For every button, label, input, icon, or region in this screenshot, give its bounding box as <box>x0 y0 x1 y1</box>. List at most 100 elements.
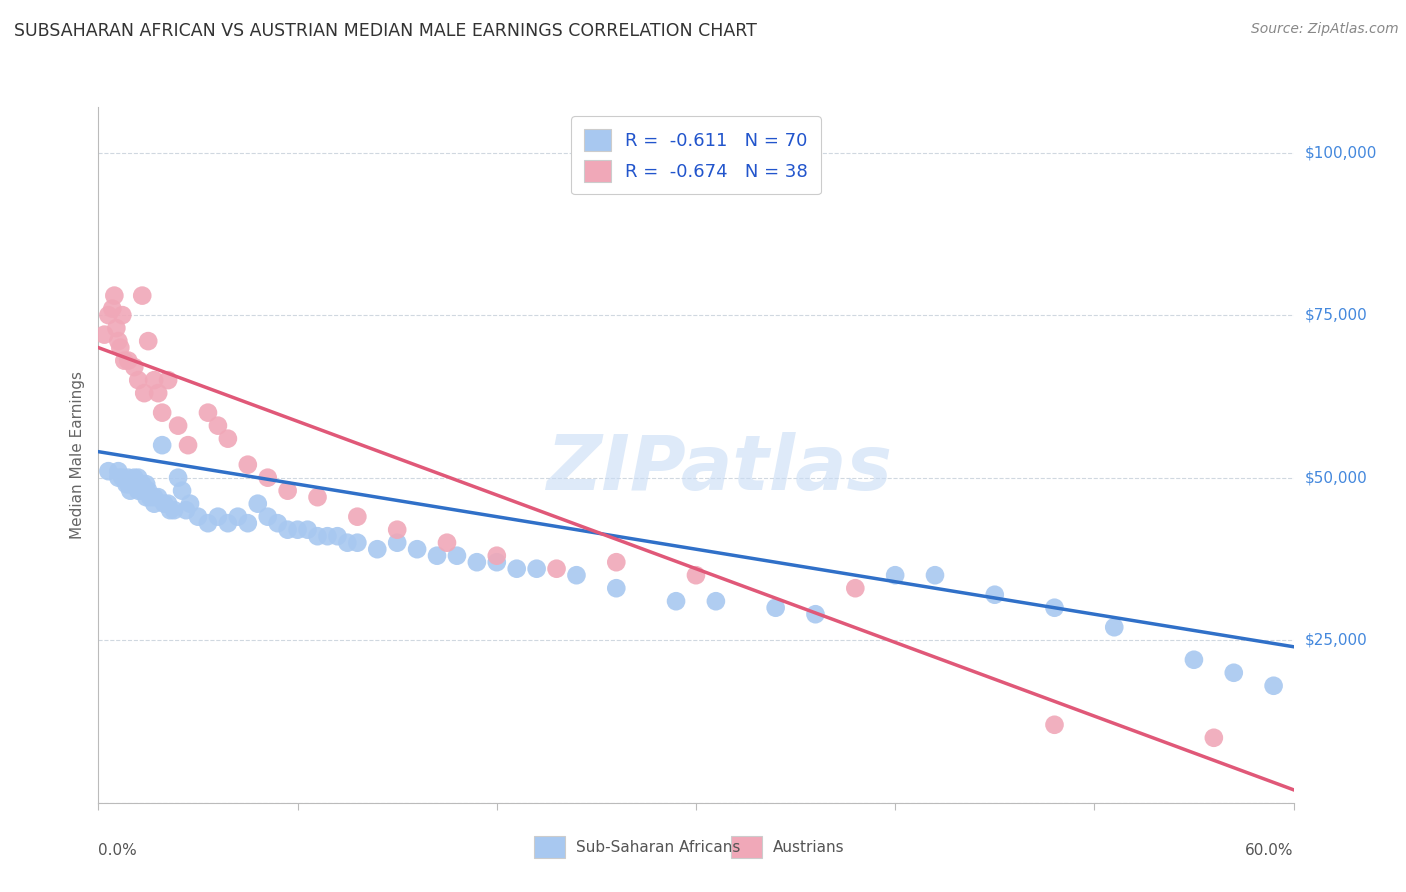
Point <box>326 529 349 543</box>
Bar <box>534 836 565 858</box>
Point <box>446 549 468 563</box>
Point <box>177 438 200 452</box>
Text: 0.0%: 0.0% <box>98 843 138 858</box>
Point <box>153 497 176 511</box>
Point <box>134 386 156 401</box>
Point <box>426 549 449 563</box>
Point <box>148 386 170 401</box>
Point <box>131 288 153 302</box>
Point <box>150 438 173 452</box>
Point <box>236 516 259 531</box>
Point <box>103 288 125 302</box>
Point <box>131 483 153 498</box>
Point <box>366 542 388 557</box>
Point <box>107 464 129 478</box>
Point <box>207 418 229 433</box>
Point <box>143 373 166 387</box>
Point <box>124 477 146 491</box>
Point <box>139 490 162 504</box>
Point <box>385 523 409 537</box>
Point <box>605 581 627 595</box>
Point <box>174 503 197 517</box>
Point <box>1043 600 1066 615</box>
Point <box>485 555 508 569</box>
Point <box>924 568 946 582</box>
Point <box>546 562 568 576</box>
Point <box>336 535 359 549</box>
Point <box>316 529 339 543</box>
Point <box>307 490 329 504</box>
Point <box>297 523 319 537</box>
Point <box>111 308 134 322</box>
Point <box>197 516 219 531</box>
Point <box>1043 718 1066 732</box>
Point <box>167 418 190 433</box>
Text: Austrians: Austrians <box>773 840 845 855</box>
Text: Sub-Saharan Africans: Sub-Saharan Africans <box>576 840 741 855</box>
Point <box>884 568 907 582</box>
Point <box>277 523 299 537</box>
Point <box>256 471 278 485</box>
Point <box>844 581 866 595</box>
Y-axis label: Median Male Earnings: Median Male Earnings <box>70 371 86 539</box>
Point <box>157 373 180 387</box>
Point <box>143 490 166 504</box>
Point <box>117 471 139 485</box>
Point <box>127 471 149 485</box>
Point <box>1182 653 1205 667</box>
Point <box>465 555 488 569</box>
Point <box>665 594 688 608</box>
Point <box>197 406 219 420</box>
Text: $50,000: $50,000 <box>1305 470 1368 485</box>
Point <box>346 509 368 524</box>
Point <box>124 471 146 485</box>
Point <box>135 490 157 504</box>
Point <box>110 341 132 355</box>
Point <box>157 497 180 511</box>
Point <box>526 562 548 576</box>
Point <box>236 458 259 472</box>
Point <box>267 516 290 531</box>
Point <box>983 588 1005 602</box>
Point <box>112 353 135 368</box>
Point <box>117 353 139 368</box>
Point <box>124 360 146 375</box>
Point <box>143 497 166 511</box>
Point <box>136 483 159 498</box>
Text: ZIPatlas: ZIPatlas <box>547 432 893 506</box>
Point <box>287 523 309 537</box>
Point <box>256 509 278 524</box>
Point <box>605 555 627 569</box>
Point <box>97 464 120 478</box>
Point <box>385 535 409 549</box>
Point <box>436 535 458 549</box>
Point <box>101 301 124 316</box>
Point <box>179 497 201 511</box>
Point <box>704 594 727 608</box>
Point <box>217 516 239 531</box>
Point <box>485 549 508 563</box>
Point <box>127 483 149 498</box>
Point <box>159 503 181 517</box>
Legend: R =  -0.611   N = 70, R =  -0.674   N = 38: R = -0.611 N = 70, R = -0.674 N = 38 <box>571 116 821 194</box>
Point <box>1202 731 1225 745</box>
Point <box>406 542 429 557</box>
Point <box>115 477 138 491</box>
Point <box>172 483 194 498</box>
Point <box>685 568 707 582</box>
Point <box>346 535 368 549</box>
Point <box>804 607 827 622</box>
Point <box>105 321 128 335</box>
Point <box>277 483 299 498</box>
Point <box>307 529 329 543</box>
Point <box>167 471 190 485</box>
Point <box>217 432 239 446</box>
Text: Source: ZipAtlas.com: Source: ZipAtlas.com <box>1251 22 1399 37</box>
Point <box>187 509 209 524</box>
Point <box>246 497 269 511</box>
Text: $100,000: $100,000 <box>1305 145 1376 160</box>
Point <box>207 509 229 524</box>
Point <box>97 308 120 322</box>
Point <box>135 477 157 491</box>
Bar <box>731 836 762 858</box>
